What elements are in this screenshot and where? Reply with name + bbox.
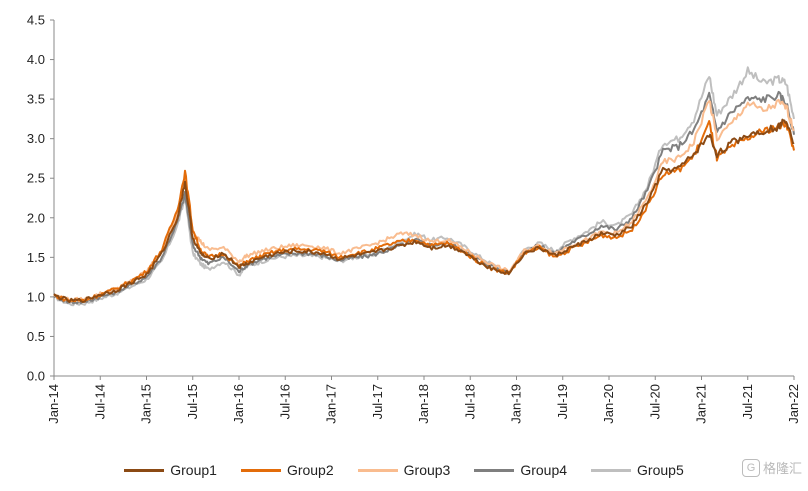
legend-label: Group2 [286,462,334,478]
series-line-group3 [53,98,795,303]
x-tick-label: Jul-17 [370,384,385,419]
legend-item-group4: Group4 [474,458,567,482]
y-tick-label: 0.5 [27,329,45,344]
line-chart: 0.0 0.5 1.0 1.5 2.0 2.5 3.0 3.5 4.0 4.5 Jan-14 Jul… [27,13,801,424]
x-tick-label: Jul-20 [647,384,662,419]
y-tick-label: 1.0 [27,289,45,304]
x-tick-label: Jul-19 [555,384,570,419]
y-tick-label: 3.5 [27,92,45,107]
legend-swatch [474,468,515,472]
series-lines [53,66,795,307]
y-tick-label: 2.0 [27,210,45,225]
x-tick-label: Jan-20 [601,384,616,424]
x-tick-label: Jul-18 [462,384,477,419]
legend-label: Group4 [520,462,568,478]
watermark-logo-icon: G [741,458,760,477]
x-tick-label: Jan-22 [786,384,801,424]
x-tick-label: Jan-19 [509,384,524,424]
x-tick-label: Jul-14 [92,384,107,419]
watermark-text: 格隆汇 [762,461,802,476]
x-tick-label: Jul-15 [185,384,200,419]
series-line-group2 [53,120,795,303]
legend-label: Group1 [170,462,217,478]
legend-item-group5: Group5 [591,458,684,482]
legend-label: Group3 [403,462,451,478]
x-tick-label: Jan-16 [231,384,246,424]
y-axis: 0.0 0.5 1.0 1.5 2.0 2.5 3.0 3.5 4.0 4.5 [27,13,55,384]
y-tick-label: 2.5 [27,171,45,186]
legend-swatch [240,468,281,472]
y-tick-label: 4.0 [27,52,45,67]
legend-swatch [357,468,398,472]
series-line-group5 [53,66,795,307]
x-tick-label: Jul-16 [277,384,292,419]
x-axis: Jan-14 Jul-14 Jan-15 Jul-15 Jan-16 Jul-16 Jan-… [46,375,801,424]
legend-item-group1: Group1 [124,458,217,482]
x-tick-label: Jan-18 [416,384,431,424]
x-tick-label: Jan-15 [139,384,154,424]
x-tick-label: Jan-21 [694,384,709,424]
legend-label: Group5 [637,462,684,478]
y-tick-label: 1.5 [27,250,45,265]
y-tick-label: 0.0 [27,369,45,384]
y-tick-label: 4.5 [27,13,45,28]
x-tick-label: Jan-14 [46,384,61,424]
y-tick-label: 3.0 [27,131,45,146]
series-line-group4 [53,90,795,305]
series-line-group1 [53,118,795,303]
x-tick-label: Jan-17 [324,384,339,424]
watermark: G 格隆汇 [741,458,802,477]
legend-item-group3: Group3 [357,458,451,482]
chart-legend: Group1 Group2 Group3 Group4 Group5 [0,458,808,482]
legend-item-group2: Group2 [240,458,334,482]
legend-swatch [124,468,165,472]
legend-swatch [591,468,632,472]
x-tick-label: Jul-21 [740,384,755,419]
